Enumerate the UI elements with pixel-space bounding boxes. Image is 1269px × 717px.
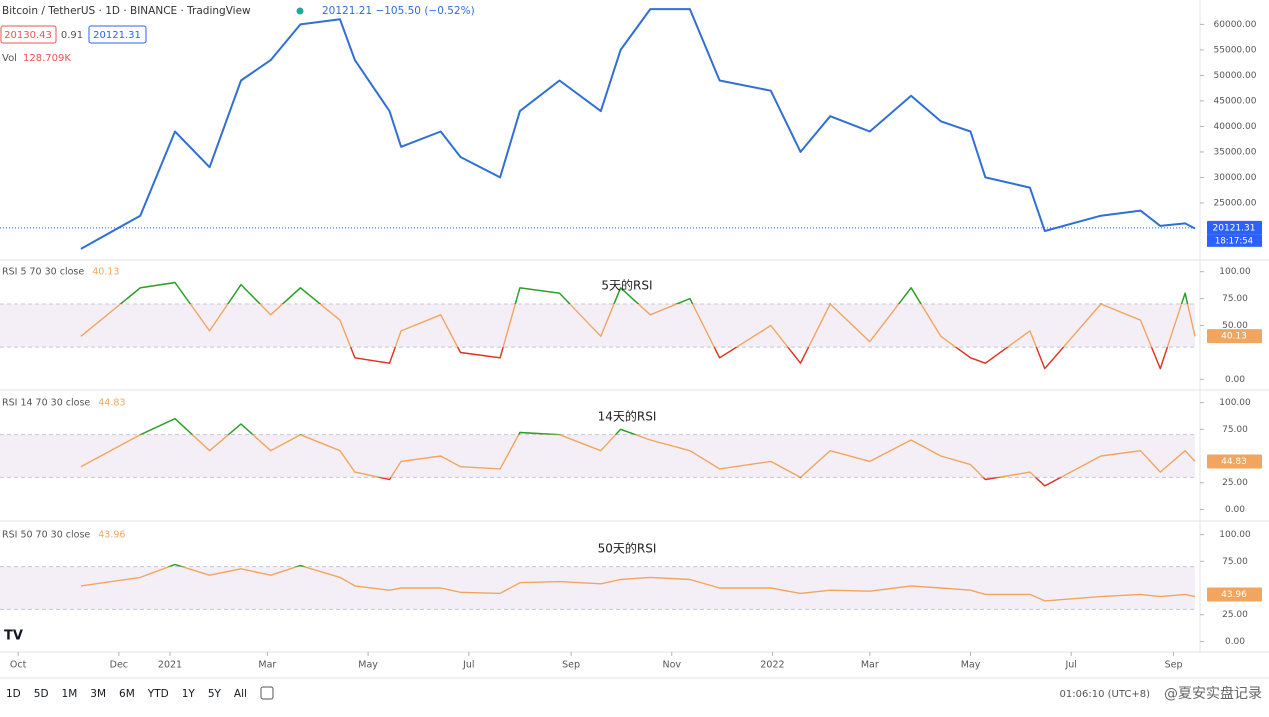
range-button[interactable]: 6M (119, 688, 135, 700)
last-value-tag (1207, 220, 1262, 235)
x-tick-label: Nov (663, 660, 682, 671)
countdown: 18:17:54 (1215, 236, 1253, 246)
y-tick-label: 100.00 (1219, 267, 1251, 277)
indicator-value: 40.13 (92, 267, 119, 278)
ask-box[interactable] (88, 25, 147, 44)
rsi-band-fill (0, 304, 1195, 348)
last-value-label: 43.96 (1221, 590, 1247, 600)
x-tick-label: Oct (10, 660, 27, 671)
y-tick-label: 45000.00 (1214, 96, 1257, 106)
x-tick-label: Jul (462, 660, 474, 671)
x-tick-label: Dec (110, 660, 128, 671)
quote: 20121.21 −105.50 (−0.52%) (322, 5, 475, 17)
market-status (296, 7, 304, 15)
y-tick-label: 55000.00 (1214, 45, 1257, 55)
x-tick-label: Mar (861, 660, 879, 671)
y-tick-label: 0.00 (1225, 637, 1245, 647)
y-tick-label: 0.00 (1225, 505, 1245, 515)
y-tick-label: 40000.00 (1214, 122, 1257, 132)
y-tick-label: 100.00 (1219, 398, 1251, 408)
bid-box[interactable] (0, 25, 57, 44)
range-button[interactable]: 3M (90, 688, 106, 700)
indicator-title: RSI 50 70 30 close (2, 530, 90, 541)
rsi-line (80, 563, 1196, 602)
x-tick-label: 2022 (760, 660, 784, 671)
tv-logo: TV (4, 629, 23, 644)
indicator-annotation: 14天的RSI (598, 409, 657, 424)
x-tick-label: May (358, 660, 378, 671)
x-tick-label: Mar (258, 660, 276, 671)
last-value-label: 20121.31 (1213, 223, 1256, 233)
last-value-label: 44.83 (1221, 457, 1247, 467)
x-tick-label: Sep (1165, 660, 1183, 671)
overbought-line (119, 281, 1189, 304)
x-tick-label: 2021 (158, 660, 182, 671)
x-tick-label: May (961, 660, 981, 671)
price-line (80, 8, 1196, 250)
last-value-tag (1207, 454, 1262, 469)
spread: 0.91 (61, 30, 83, 41)
indicator-annotation: 50天的RSI (598, 541, 657, 556)
indicator-title: RSI 14 70 30 close (2, 398, 90, 409)
y-tick-label: 25000.00 (1214, 198, 1257, 208)
y-tick-label: 75.00 (1222, 557, 1248, 567)
x-tick-label: Sep (562, 660, 580, 671)
range-button[interactable]: 5D (34, 688, 49, 700)
range-button[interactable]: 1Y (182, 688, 196, 700)
watermark: @夏安实盘记录 (1164, 685, 1262, 702)
y-tick-label: 0.00 (1225, 375, 1245, 385)
y-tick-label: 25.00 (1222, 610, 1248, 620)
last-value-tag (1207, 587, 1262, 602)
y-tick-label: 75.00 (1222, 294, 1248, 304)
indicator-annotation: 5天的RSI (601, 278, 652, 293)
toolbar: 1D 5D 1M 3M 6M YTD 1Y 5Y All (6, 688, 247, 700)
y-tick-label: 25.00 (1222, 478, 1248, 488)
volume-label: Vol (2, 53, 17, 64)
clock: 01:06:10 (UTC+8) (1060, 689, 1151, 700)
indicator-title: RSI 5 70 30 close (2, 267, 84, 278)
indicator-value: 43.96 (98, 530, 125, 541)
y-tick-label: 30000.00 (1214, 173, 1257, 183)
last-value-label: 40.13 (1221, 332, 1247, 342)
volume: 128.709K (23, 53, 71, 64)
y-tick-label: 50.00 (1222, 321, 1248, 331)
x-tick-label: Jul (1064, 660, 1076, 671)
y-tick-label: 50000.00 (1214, 71, 1257, 81)
y-tick-label: 100.00 (1219, 530, 1251, 540)
y-tick-label: 35000.00 (1214, 147, 1257, 157)
compare-icon[interactable] (260, 686, 274, 700)
indicator-value: 44.83 (98, 398, 125, 409)
countdown-tag (1207, 234, 1262, 247)
range-button[interactable]: YTD (147, 688, 169, 700)
range-button[interactable]: All (234, 688, 247, 700)
bid: 20130.43 (4, 30, 52, 41)
rsi-band-fill (0, 566, 1195, 610)
range-button[interactable]: 1M (62, 688, 78, 700)
range-button[interactable]: 1D (6, 688, 21, 700)
chart-title: Bitcoin / TetherUS · 1D · BINANCE · Trad… (2, 5, 251, 17)
overbought-line (138, 417, 638, 435)
last-value-tag (1207, 329, 1262, 344)
ask: 20121.31 (93, 30, 141, 41)
rsi-band-fill (0, 434, 1195, 478)
y-tick-label: 60000.00 (1214, 20, 1257, 30)
y-tick-label: 75.00 (1222, 425, 1248, 435)
range-button[interactable]: 5Y (208, 688, 222, 700)
